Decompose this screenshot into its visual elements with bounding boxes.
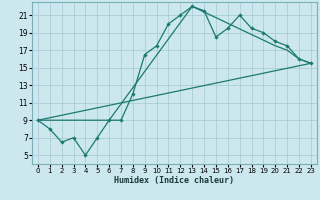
X-axis label: Humidex (Indice chaleur): Humidex (Indice chaleur) <box>115 176 234 185</box>
